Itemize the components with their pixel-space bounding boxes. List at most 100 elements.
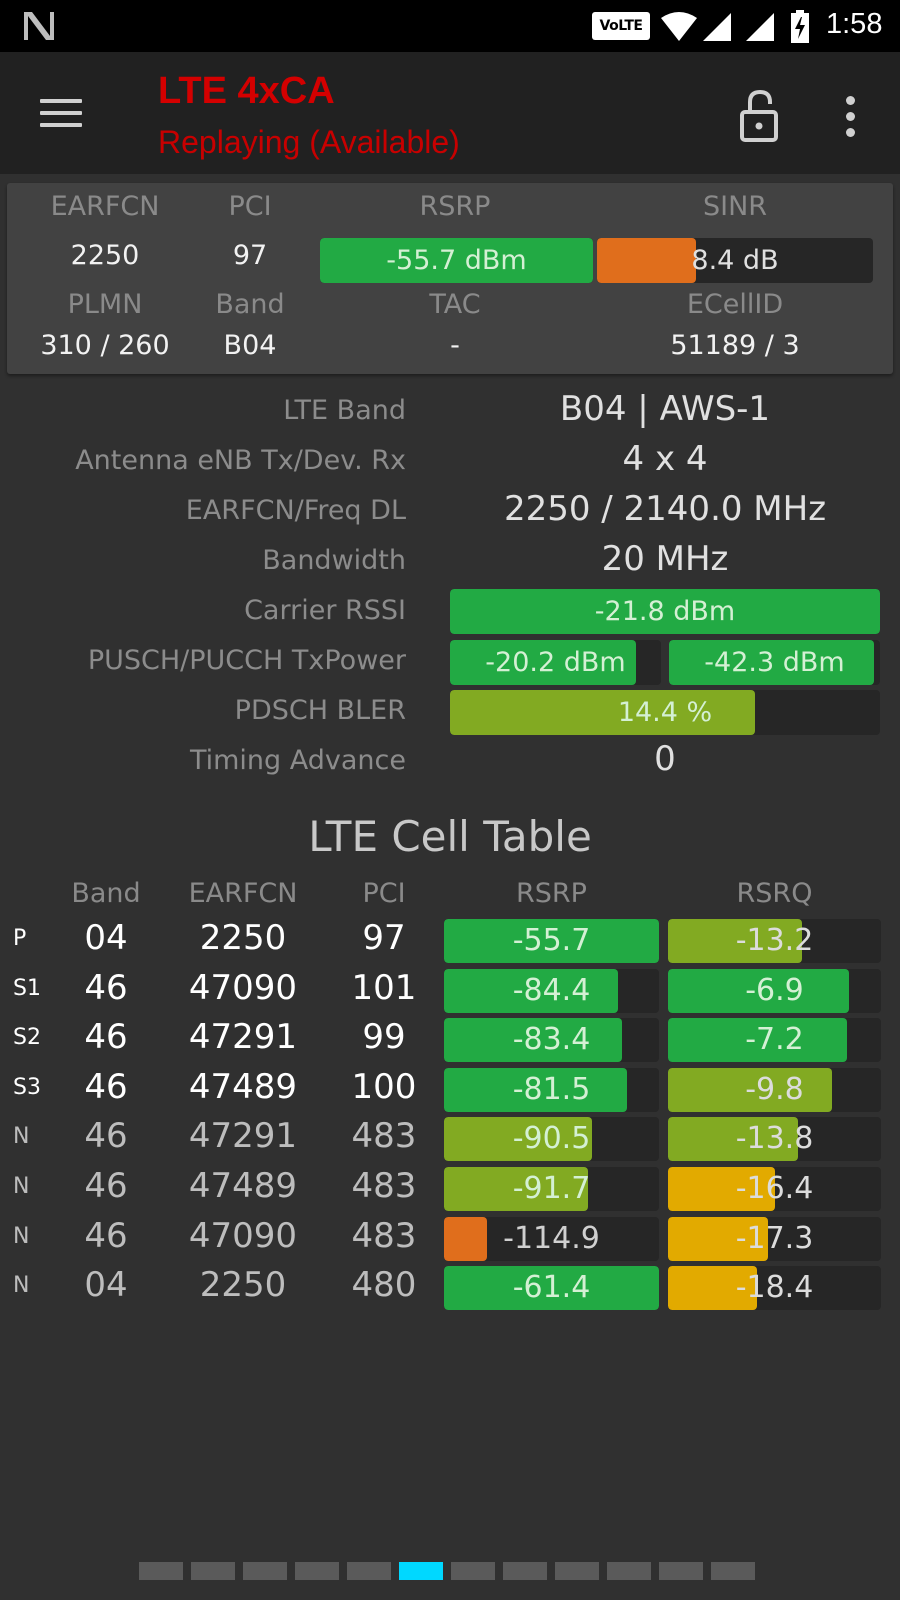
cell-type: N bbox=[13, 1174, 30, 1199]
more-vertical-icon[interactable] bbox=[830, 88, 870, 144]
rsrp-bar: -55.7 dBm bbox=[320, 238, 593, 283]
bandwidth-label: Bandwidth bbox=[262, 545, 406, 576]
bler-bar: 14.4 % bbox=[450, 690, 880, 735]
cell-earfcn: 2250 bbox=[199, 918, 287, 958]
cell-rsrq-bar: -17.3 bbox=[668, 1216, 881, 1261]
tac-header: TAC bbox=[429, 289, 481, 320]
volte-icon: VoLTE bbox=[592, 12, 650, 40]
cell-earfcn: 47489 bbox=[188, 1066, 298, 1107]
page-dot[interactable] bbox=[555, 1562, 599, 1580]
cell-band: 46 bbox=[84, 1116, 128, 1157]
carrier-rssi-bar: -21.8 dBm bbox=[450, 589, 880, 634]
lte-band-value: B04 | AWS-1 bbox=[559, 389, 771, 429]
pusch-txpower-value: -20.2 dBm bbox=[485, 647, 626, 678]
sinr-bar: 8.4 dB bbox=[597, 238, 873, 283]
ecellid-header: ECellID bbox=[686, 289, 784, 320]
cell-pci: 99 bbox=[362, 1017, 406, 1058]
cell-earfcn: 2250 bbox=[199, 1265, 287, 1306]
ecellid-value: 51189 / 3 bbox=[670, 330, 800, 361]
pucch-txpower-value: -42.3 dBm bbox=[704, 647, 845, 678]
cell-pci: 100 bbox=[351, 1066, 417, 1107]
pusch-txpower-bar: -20.2 dBm bbox=[450, 640, 661, 685]
carrier-rssi-label: Carrier RSSI bbox=[244, 595, 406, 626]
status-bar: VoLTE 1:58 bbox=[0, 0, 900, 52]
cell-rsrq-bar: -16.4 bbox=[668, 1167, 881, 1211]
cell-band: 04 bbox=[84, 918, 128, 958]
cell-pci: 480 bbox=[351, 1265, 417, 1306]
sinr-header: SINR bbox=[702, 191, 768, 222]
cell-rsrp-bar: -90.5 bbox=[444, 1117, 659, 1162]
lte-band-label: LTE Band bbox=[283, 395, 406, 426]
cell-rsrq-bar: -13.2 bbox=[668, 919, 881, 963]
cell-type: S3 bbox=[13, 1074, 41, 1100]
notification-n-icon bbox=[24, 12, 54, 40]
cell-type: N bbox=[13, 1124, 30, 1150]
page-dot[interactable] bbox=[191, 1562, 235, 1580]
page-dot[interactable] bbox=[139, 1562, 183, 1580]
cell-pci: 97 bbox=[362, 918, 406, 958]
col-header-rsrq: RSRQ bbox=[736, 878, 813, 909]
cell-rsrp-value: -90.5 bbox=[512, 1121, 591, 1157]
page-dot[interactable] bbox=[503, 1562, 547, 1580]
page-subtitle: Replaying (Available) bbox=[158, 124, 460, 160]
col-header-band: Band bbox=[71, 878, 141, 909]
rsrp-value: -55.7 dBm bbox=[386, 245, 527, 276]
cell-earfcn: 47090 bbox=[188, 1215, 298, 1256]
page-dot[interactable] bbox=[607, 1562, 651, 1580]
page-dot[interactable] bbox=[451, 1562, 495, 1580]
cell-rsrq-bar: -7.2 bbox=[668, 1018, 881, 1063]
pucch-txpower-bar: -42.3 dBm bbox=[669, 640, 880, 685]
col-header-earfcn: EARFCN bbox=[188, 878, 298, 909]
timing-advance-label: Timing Advance bbox=[189, 745, 406, 776]
earfcn-freq-value: 2250 / 2140.0 MHz bbox=[503, 489, 827, 529]
cell-pci: 483 bbox=[351, 1166, 417, 1206]
plmn-header: PLMN bbox=[67, 289, 143, 320]
cell-rsrp-bar: -84.4 bbox=[444, 968, 659, 1013]
cell-rsrq-bar: -6.9 bbox=[668, 968, 881, 1013]
cell-rsrp-value: -84.4 bbox=[512, 972, 591, 1008]
cell-rsrq-value: -17.3 bbox=[735, 1220, 814, 1256]
antenna-label: Antenna eNB Tx/Dev. Rx bbox=[75, 445, 406, 476]
cell-rsrq-value: -9.8 bbox=[745, 1071, 804, 1107]
page-dot[interactable] bbox=[659, 1562, 703, 1580]
unlock-icon[interactable] bbox=[732, 88, 788, 144]
cell-table-title: LTE Cell Table bbox=[308, 812, 592, 861]
rsrp-header: RSRP bbox=[419, 191, 491, 222]
cell-rsrq-value: -6.9 bbox=[745, 972, 804, 1008]
cell-pci: 483 bbox=[351, 1215, 417, 1256]
page-dot[interactable] bbox=[295, 1562, 339, 1580]
cell-rsrp-value: -55.7 bbox=[512, 923, 591, 958]
status-time: 1:58 bbox=[826, 8, 883, 40]
band-value: B04 bbox=[223, 330, 277, 361]
earfcn-freq-label: EARFCN/Freq DL bbox=[185, 495, 406, 526]
page-dot[interactable] bbox=[711, 1562, 755, 1580]
battery-charging-icon bbox=[791, 10, 809, 43]
cell-pci: 101 bbox=[351, 967, 417, 1008]
cell-rsrq-value: -13.8 bbox=[735, 1121, 814, 1157]
cell-earfcn: 47291 bbox=[188, 1017, 298, 1058]
col-header-pci: PCI bbox=[362, 878, 406, 909]
cell-rsrp-bar: -114.9 bbox=[444, 1216, 659, 1261]
bler-label: PDSCH BLER bbox=[234, 695, 406, 726]
page-dot[interactable] bbox=[243, 1562, 287, 1580]
cell-rsrp-value: -81.5 bbox=[512, 1071, 591, 1107]
sinr-value: 8.4 dB bbox=[691, 245, 779, 276]
plmn-value: 310 / 260 bbox=[40, 330, 170, 361]
cell-signal-icon bbox=[746, 13, 774, 41]
page-dot[interactable] bbox=[347, 1562, 391, 1580]
cell-rsrq-bar: -13.8 bbox=[668, 1117, 881, 1162]
pci-value: 97 bbox=[232, 240, 268, 271]
page-dot-active[interactable] bbox=[399, 1562, 443, 1580]
band-header: Band bbox=[215, 289, 285, 320]
hamburger-menu-icon[interactable] bbox=[30, 82, 92, 144]
cell-earfcn: 47291 bbox=[188, 1116, 298, 1157]
antenna-value: 4 x 4 bbox=[622, 439, 708, 479]
cell-rsrp-bar: -91.7 bbox=[444, 1167, 659, 1211]
cell-band: 46 bbox=[84, 967, 128, 1008]
cell-rsrq-value: -7.2 bbox=[745, 1022, 804, 1058]
app-toolbar: LTE 4xCA Replaying (Available) bbox=[0, 52, 900, 174]
bler-value: 14.4 % bbox=[617, 697, 713, 728]
cell-earfcn: 47489 bbox=[188, 1166, 298, 1206]
cell-band: 04 bbox=[84, 1265, 128, 1306]
page-title: LTE 4xCA bbox=[158, 70, 335, 112]
